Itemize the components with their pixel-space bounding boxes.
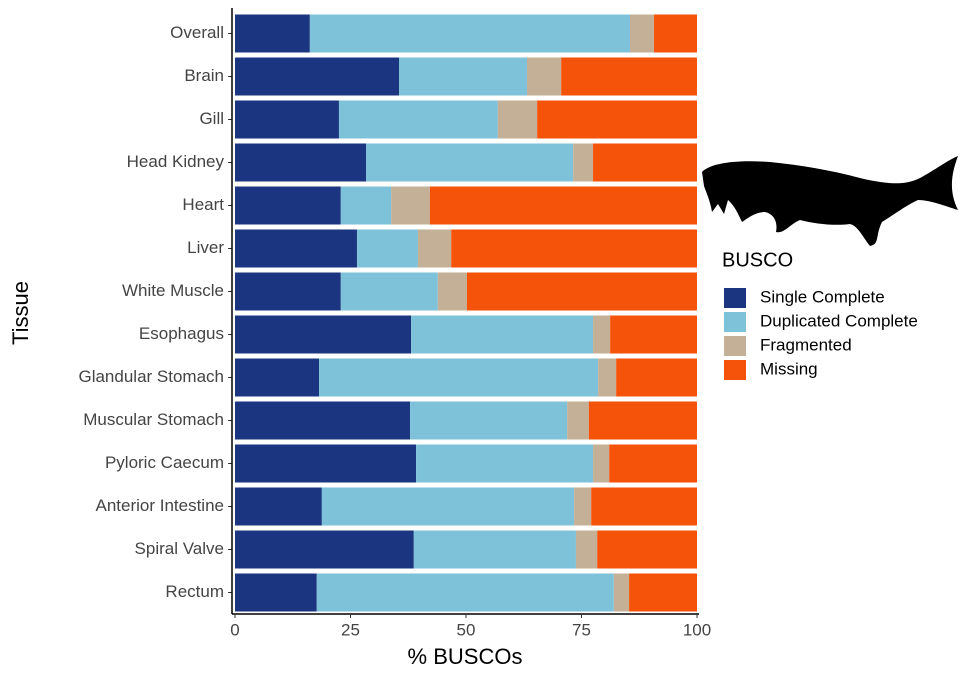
bar-segment [316, 573, 614, 612]
bar-segment [437, 272, 467, 311]
bar-segment [466, 272, 697, 311]
bar-segment [391, 186, 430, 225]
bar-segment [573, 143, 594, 182]
x-tick-label: 25 [341, 620, 360, 639]
legend-label: Duplicated Complete [760, 311, 918, 330]
bar-segment [410, 401, 568, 440]
y-tick-label: Heart [182, 195, 224, 214]
y-tick-label: White Muscle [122, 281, 224, 300]
bar-segment [609, 444, 697, 483]
y-axis-title: Tissue [8, 281, 33, 345]
x-tick-label: 75 [572, 620, 591, 639]
y-tick-label: Glandular Stomach [78, 367, 224, 386]
bar-segment [319, 358, 599, 397]
bar-segment [235, 100, 339, 139]
bar-segment [321, 487, 575, 526]
bar-segment [593, 315, 611, 354]
bar-segment [654, 14, 697, 53]
bar-segment [575, 530, 598, 569]
bar-segment [610, 315, 697, 354]
bar-segment [235, 186, 341, 225]
bar-segment [593, 143, 697, 182]
y-tick-label: Overall [170, 23, 224, 42]
bar-segment [235, 444, 417, 483]
bar-segment [411, 315, 594, 354]
bar-segment [235, 272, 341, 311]
legend-key [724, 336, 746, 356]
bar-segment [613, 573, 630, 612]
y-tick-label: Head Kidney [127, 152, 225, 171]
bar-segment [338, 100, 498, 139]
bar-segment [235, 57, 400, 96]
legend-key [724, 360, 746, 380]
legend-key [724, 312, 746, 332]
y-tick-label: Rectum [165, 582, 224, 601]
bar-segment [235, 358, 320, 397]
y-tick-label: Esophagus [139, 324, 224, 343]
x-tick-label: 0 [230, 620, 239, 639]
bar-segment [413, 530, 576, 569]
fish-silhouette [702, 156, 958, 246]
y-tick-label: Spiral Valve [135, 539, 224, 558]
bar-segment [235, 530, 414, 569]
bar-segment [588, 401, 697, 440]
legend-label: Fragmented [760, 335, 852, 354]
bar-segment [630, 14, 655, 53]
y-tick-label: Anterior Intestine [95, 496, 224, 515]
bar-segment [597, 530, 697, 569]
bar-segment [629, 573, 697, 612]
y-tick-label: Muscular Stomach [83, 410, 224, 429]
legend-title: BUSCO [722, 249, 793, 271]
bar-segment [309, 14, 631, 53]
legend-label: Missing [760, 359, 818, 378]
legend-label: Single Complete [760, 287, 885, 306]
bar-segment [429, 186, 697, 225]
bar-segment [399, 57, 527, 96]
bar-segment [497, 100, 538, 139]
bar-segment [416, 444, 594, 483]
x-axis-title: % BUSCOs [408, 644, 523, 669]
y-tick-label: Brain [184, 66, 224, 85]
bar-segment [235, 315, 412, 354]
bar-segment [235, 14, 310, 53]
y-tick-label: Gill [199, 109, 224, 128]
bar-segment [235, 143, 367, 182]
bar-segment [616, 358, 697, 397]
bar-segment [417, 229, 452, 268]
bar-segment [340, 272, 438, 311]
bar-segment [567, 401, 589, 440]
bar-segment [235, 401, 411, 440]
y-tick-label: Liver [187, 238, 224, 257]
bar-segment [526, 57, 562, 96]
bar-segment [591, 487, 697, 526]
bar-segment [593, 444, 610, 483]
bar-segment [537, 100, 697, 139]
bar-segment [598, 358, 617, 397]
legend-key [724, 288, 746, 308]
bar-segment [340, 186, 392, 225]
bar-segment [574, 487, 592, 526]
bar-segment [356, 229, 418, 268]
bar-segment [235, 229, 357, 268]
bar-segment [235, 573, 317, 612]
bar-segment [561, 57, 697, 96]
bar-segment [451, 229, 697, 268]
x-tick-label: 100 [683, 620, 711, 639]
x-tick-label: 50 [457, 620, 476, 639]
y-tick-label: Pyloric Caecum [105, 453, 224, 472]
bar-segment [235, 487, 322, 526]
bar-segment [366, 143, 574, 182]
